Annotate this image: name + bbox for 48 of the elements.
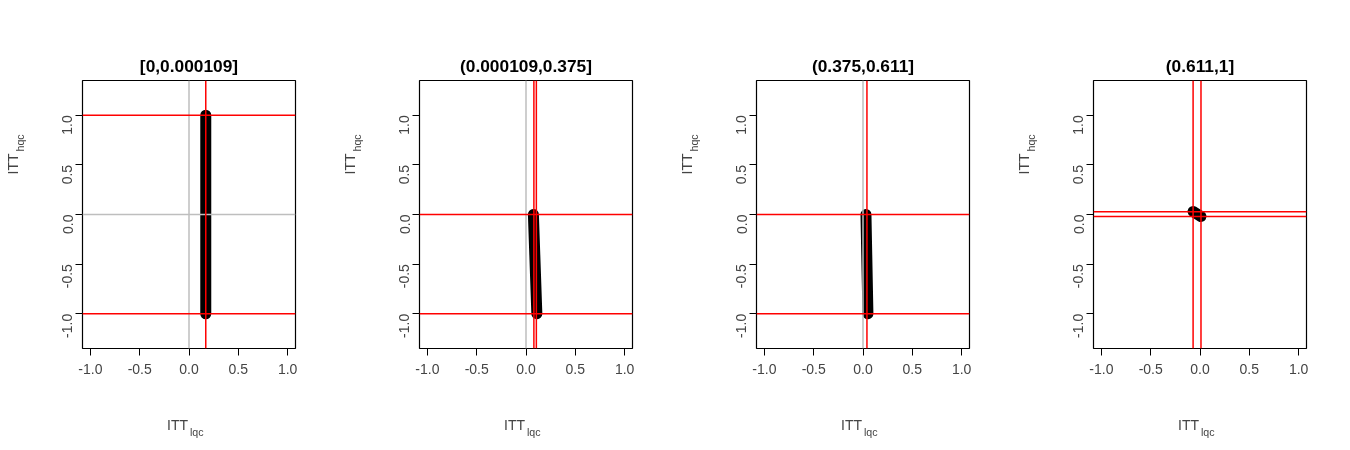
y-tick-label: -1.0 (733, 313, 750, 338)
x-tick-label: 0.5 (902, 360, 923, 377)
x-tick-label: 0.0 (516, 360, 536, 377)
x-tick-label: -1.0 (78, 360, 103, 377)
y-tick-label: 0.5 (1070, 164, 1087, 185)
y-tick-label: -0.5 (1070, 263, 1087, 289)
y-tick-label: -0.5 (59, 263, 76, 289)
y-tick-label: 1.0 (396, 115, 413, 135)
y-axis-title: ITThqc (1015, 133, 1037, 175)
y-axis-title: ITThqc (341, 133, 363, 175)
y-tick-label: -0.5 (396, 263, 413, 289)
y-tick-label: 0.0 (396, 214, 413, 234)
x-tick-label: -1.0 (752, 360, 777, 377)
y-tick-label: 1.0 (1070, 115, 1087, 135)
chart-title: (0.375,0.611] (811, 55, 915, 76)
y-tick-label: -0.5 (733, 263, 750, 289)
y-axis-title: ITThqc (4, 133, 26, 175)
y-tick-label: 0.5 (59, 164, 76, 185)
x-tick-label: 0.5 (565, 360, 586, 377)
x-tick-label: -0.5 (464, 360, 489, 377)
x-tick-label: -1.0 (1089, 360, 1114, 377)
x-tick-label: 0.5 (1239, 360, 1260, 377)
x-tick-label: -1.0 (415, 360, 440, 377)
y-tick-label: 0.0 (1070, 214, 1087, 234)
y-tick-label: -1.0 (396, 313, 413, 338)
chart-title: (0.000109,0.375] (460, 55, 592, 76)
y-tick-label: 0.0 (59, 214, 76, 234)
x-tick-label: -0.5 (1138, 360, 1163, 377)
y-tick-label: 0.0 (733, 214, 750, 234)
y-tick-label: 0.5 (733, 164, 750, 185)
y-tick-label: 1.0 (59, 115, 76, 135)
y-axis-title: ITThqc (678, 133, 700, 175)
y-tick-label: 0.5 (396, 164, 413, 185)
x-tick-label: 1.0 (1288, 360, 1309, 377)
chart-title: (0.611,1] (1165, 55, 1235, 76)
x-tick-label: 1.0 (614, 360, 635, 377)
y-tick-label: -1.0 (59, 313, 76, 338)
x-tick-label: 0.0 (853, 360, 873, 377)
x-tick-label: 0.5 (228, 360, 249, 377)
chart-title: [0,0.000109] (139, 55, 239, 76)
x-tick-label: 1.0 (277, 360, 298, 377)
x-tick-label: -0.5 (127, 360, 152, 377)
x-tick-label: 0.0 (179, 360, 199, 377)
x-tick-label: 1.0 (951, 360, 972, 377)
x-tick-label: 0.0 (1190, 360, 1210, 377)
y-tick-label: 1.0 (733, 115, 750, 135)
y-tick-label: -1.0 (1070, 313, 1087, 338)
x-tick-label: -0.5 (801, 360, 826, 377)
